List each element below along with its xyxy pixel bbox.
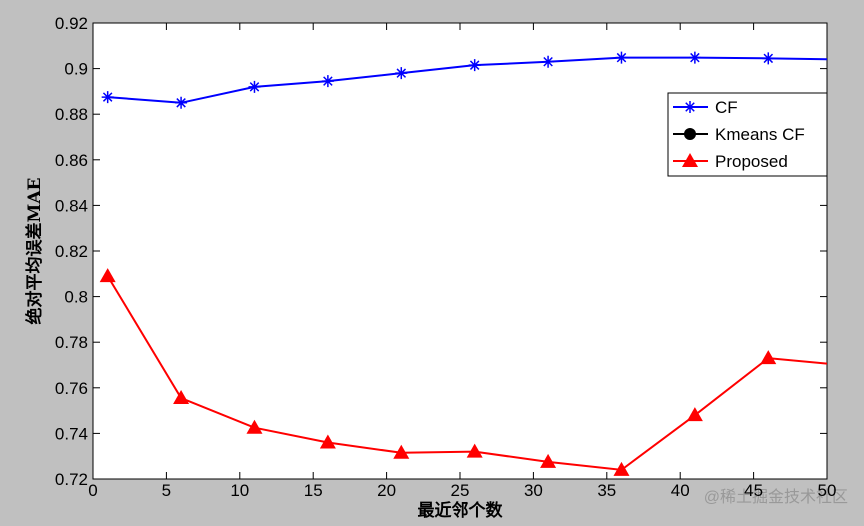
x-tick-label: 35 xyxy=(597,481,616,500)
x-tick-label: 30 xyxy=(524,481,543,500)
y-tick-label: 0.84 xyxy=(55,196,88,215)
y-tick-label: 0.86 xyxy=(55,151,88,170)
marker xyxy=(466,443,483,458)
plot-content xyxy=(99,51,850,476)
y-tick-label: 0.8 xyxy=(64,288,88,307)
y-tick-label: 0.88 xyxy=(55,105,88,124)
marker xyxy=(760,350,777,365)
x-tick-label: 5 xyxy=(162,481,171,500)
y-tick-label: 0.74 xyxy=(55,424,88,443)
y-tick-label: 0.92 xyxy=(55,14,88,33)
x-tick-label: 20 xyxy=(377,481,396,500)
marker xyxy=(99,268,116,283)
y-axis-label: 绝对平均误差MAE xyxy=(24,177,45,324)
y-tick-label: 0.72 xyxy=(55,470,88,489)
marker xyxy=(613,461,630,476)
legend-label: CF xyxy=(715,98,738,117)
y-tick-label: 0.9 xyxy=(64,60,88,79)
marker xyxy=(615,51,628,64)
x-tick-label: 25 xyxy=(451,481,470,500)
x-tick-label: 0 xyxy=(88,481,97,500)
marker xyxy=(321,75,334,88)
marker xyxy=(248,80,261,93)
y-tick-label: 0.76 xyxy=(55,379,88,398)
marker xyxy=(540,453,557,468)
marker xyxy=(173,390,190,405)
x-tick-label: 10 xyxy=(230,481,249,500)
x-tick-label: 40 xyxy=(671,481,690,500)
legend-label: Proposed xyxy=(715,152,788,171)
marker xyxy=(246,419,263,434)
marker xyxy=(395,67,408,80)
marker xyxy=(836,53,848,65)
plot-area xyxy=(92,22,828,480)
x-tick-label: 45 xyxy=(744,481,763,500)
x-tick-label: 50 xyxy=(818,481,837,500)
marker xyxy=(101,91,114,104)
x-tick-label: 15 xyxy=(304,481,323,500)
marker xyxy=(684,101,696,113)
marker xyxy=(682,153,698,167)
marker xyxy=(688,51,701,64)
watermark: @稀土掘金技术社区 xyxy=(704,488,848,506)
marker xyxy=(834,357,850,371)
marker xyxy=(319,434,336,449)
y-tick-label: 0.82 xyxy=(55,242,88,261)
x-axis-label: 最近邻个数 xyxy=(418,500,504,521)
marker xyxy=(175,96,188,109)
marker xyxy=(542,55,555,68)
marker xyxy=(762,52,775,65)
marker xyxy=(393,444,410,459)
marker xyxy=(684,128,696,140)
legend-label: Kmeans CF xyxy=(715,125,805,144)
y-tick-label: 0.78 xyxy=(55,333,88,352)
marker xyxy=(686,407,703,422)
marker xyxy=(468,59,481,72)
